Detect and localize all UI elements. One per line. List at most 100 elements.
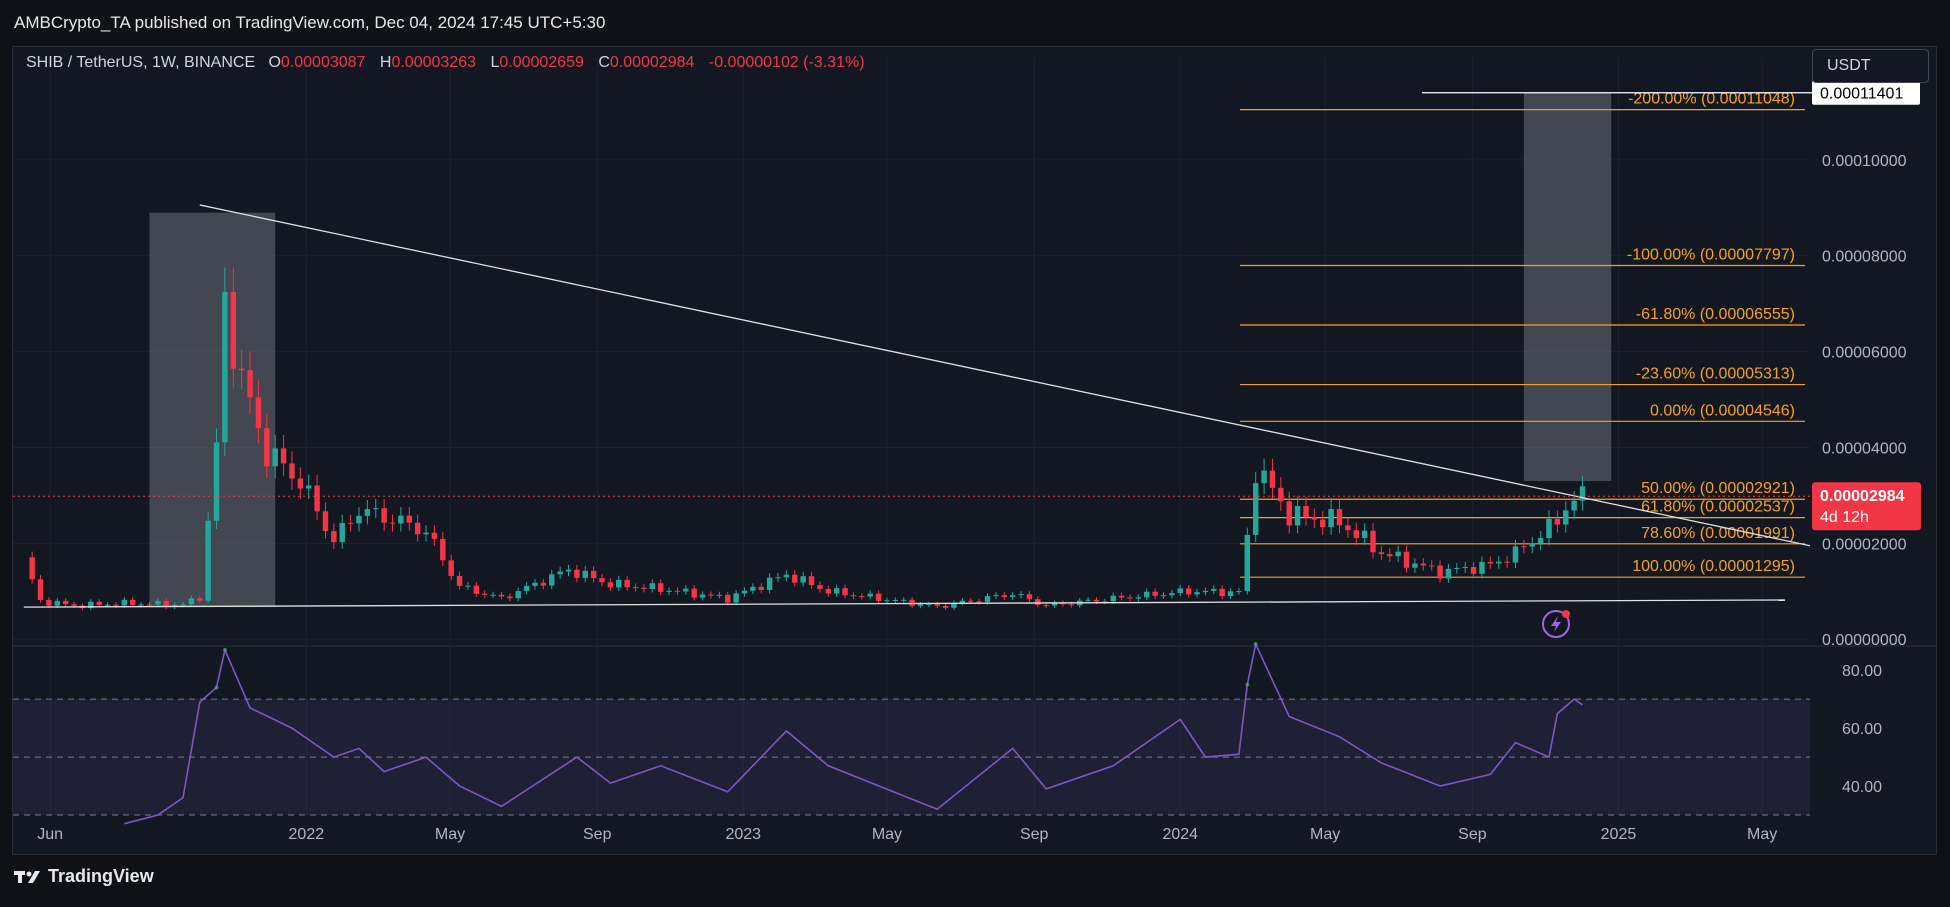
candle-up	[1211, 588, 1217, 591]
currency-button[interactable]: USDT	[1812, 49, 1929, 83]
publisher-banner: AMBCrypto_TA published on TradingView.co…	[0, 0, 1950, 46]
fib-level-label: 78.60% (0.00001991)	[1641, 525, 1795, 542]
candle-up	[104, 604, 111, 606]
candle-up	[1160, 595, 1167, 597]
candle-down	[1035, 599, 1041, 605]
candle-down	[1387, 554, 1393, 557]
candle-up	[783, 574, 790, 578]
x-tick-label: May	[1310, 826, 1340, 843]
rsi-overbought-point	[1253, 642, 1258, 647]
candle-down	[934, 604, 940, 606]
candle-down	[968, 600, 974, 602]
candle-down	[456, 575, 463, 586]
candle-down	[238, 368, 245, 371]
y-tick-label: 0.00006000	[1822, 345, 1907, 362]
candle-down	[507, 596, 513, 599]
candle-up	[1051, 602, 1058, 606]
candle-up	[532, 582, 538, 586]
candle-up	[1194, 592, 1200, 595]
candle-up	[582, 570, 588, 578]
candle-up	[1454, 567, 1460, 569]
candle-up	[1529, 543, 1535, 547]
candle-down	[197, 598, 203, 601]
candle-down	[657, 583, 664, 592]
lightning-icon-bolt	[1551, 616, 1561, 632]
fib-level-label: 50.00% (0.00002921)	[1641, 480, 1795, 497]
candle-down	[674, 590, 681, 592]
candle-up	[1412, 563, 1418, 568]
candle-up	[180, 604, 186, 606]
candle-down	[1378, 552, 1385, 555]
candle-down	[859, 596, 865, 598]
candle-up	[993, 595, 999, 597]
candle-up	[1579, 486, 1586, 501]
candle-up	[398, 515, 404, 524]
candle-down	[1093, 599, 1100, 602]
candle-down	[825, 589, 832, 594]
lightning-icon-ring	[1542, 610, 1570, 638]
candle-down	[96, 601, 102, 605]
candle-up	[683, 588, 689, 592]
candle-down	[1060, 602, 1066, 605]
candle-up	[1537, 538, 1544, 544]
candle-up	[1009, 595, 1016, 598]
trendline	[23, 599, 1785, 608]
candle-up	[884, 600, 890, 602]
symbol-legend: SHIB / TetherUS, 1W, BINANCE O0.00003087…	[26, 54, 875, 72]
candle-down	[331, 531, 337, 543]
high-label: H	[379, 54, 392, 71]
candle-up	[490, 594, 496, 596]
candle-down	[1286, 501, 1292, 526]
trendline	[199, 204, 1811, 547]
candle-down	[909, 599, 915, 606]
tradingview-logo[interactable]: TradingView	[14, 866, 154, 887]
candle-up	[800, 576, 806, 583]
candle-down	[758, 586, 764, 591]
candle-down	[247, 370, 253, 398]
candle-down	[347, 522, 354, 524]
candle-up	[741, 590, 748, 594]
candle-up	[867, 593, 873, 597]
rsi-line	[124, 641, 1583, 825]
candle-up	[1085, 599, 1091, 601]
fib-level-label: 61.80% (0.00002537)	[1641, 499, 1795, 516]
x-tick-label: Sep	[1458, 826, 1487, 843]
bar-countdown: 4d 12h	[1820, 509, 1869, 526]
candle-up	[1261, 470, 1267, 484]
candle-down	[37, 579, 44, 600]
candle-down	[792, 574, 798, 583]
fib-level-label: 100.00% (0.00001295)	[1632, 558, 1795, 575]
symbol-name[interactable]: SHIB / TetherUS, 1W, BINANCE	[26, 54, 256, 71]
lightning-icon[interactable]	[1542, 610, 1570, 638]
candle-up	[1018, 594, 1024, 596]
lightning-icon-dot	[1562, 610, 1570, 618]
candle-up	[951, 602, 957, 608]
candle-up	[1294, 505, 1301, 526]
candle-down	[1403, 551, 1410, 568]
candle-up	[339, 522, 345, 543]
fib-level-label: -200.00% (0.00011048)	[1628, 91, 1795, 108]
fib-level-label: 0.00% (0.00004546)	[1650, 402, 1795, 419]
candle-up	[1328, 509, 1334, 528]
candle-down	[481, 593, 488, 595]
highlight-region	[1523, 92, 1612, 482]
candle-up	[1496, 561, 1502, 564]
candle-down	[1554, 518, 1561, 525]
candle-up	[833, 588, 840, 594]
candle-up	[373, 508, 379, 510]
candle-up	[616, 579, 622, 588]
candle-up	[565, 569, 572, 572]
candle-down	[1219, 588, 1225, 597]
fib-level-label: -23.60% (0.00005313)	[1636, 366, 1795, 383]
candle-down	[473, 585, 480, 594]
candle-down	[163, 600, 169, 607]
candle-up	[305, 485, 312, 489]
candle-down	[129, 599, 136, 606]
candle-down	[1185, 588, 1192, 595]
candle-up	[1445, 568, 1452, 579]
candle-up	[121, 599, 128, 606]
candle-down	[46, 599, 52, 606]
candle-up	[1361, 530, 1368, 538]
candle-up	[549, 574, 555, 586]
